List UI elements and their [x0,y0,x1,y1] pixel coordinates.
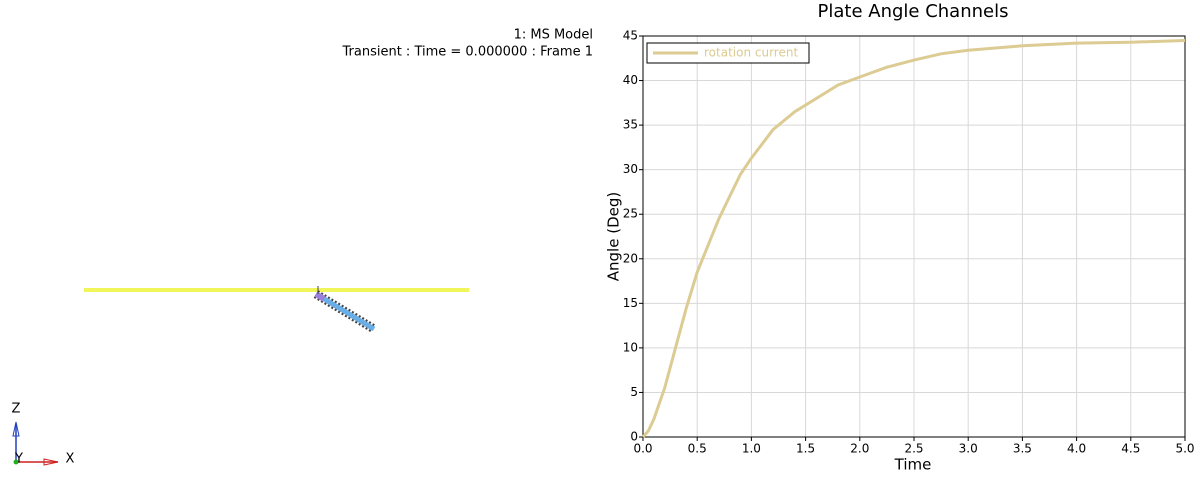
x-tick-label: 1.0 [742,442,761,456]
bolt [313,286,377,333]
chart: 0 5 10 15 20 25 30 35 40 45 0.0 0.5 1.0 1.5 2.0 2.5 3.0 3… [605,1,1195,474]
x-tick-label: 5.0 [1175,442,1194,456]
y-tick-label: 0 [630,430,638,444]
y-tick-label: 30 [623,162,638,176]
y-tick-label: 40 [623,73,638,87]
y-axis-label: Angle (Deg) [605,192,623,281]
triad-z: Z [12,402,21,417]
y-tick-label: 35 [623,118,638,132]
y-tick-label: 10 [623,340,638,354]
x-tick-label: 0.0 [633,442,652,456]
legend-box [646,42,810,64]
plot-frame [642,35,1186,438]
x-tick-label: 3.0 [959,442,978,456]
y-tick-label: 15 [623,296,638,310]
triad-x: X [66,452,75,467]
x-tick-label: 2.0 [850,442,869,456]
x-tick-label: 3.5 [1013,442,1032,456]
x-tick-label: 4.0 [1067,442,1086,456]
viewport: 1: MS Model Transient : Time = 0.000000 … [12,28,593,467]
x-tick-label: 4.5 [1121,442,1140,456]
triad-y: Y [14,452,23,467]
triad: Z Y X [12,402,75,467]
x-tick-label: 0.5 [688,442,707,456]
y-tick-label: 5 [630,385,638,399]
x-tick-label: 1.5 [796,442,815,456]
y-tick-label: 25 [623,207,638,221]
x-axis-label: Time [894,456,932,474]
legend-label: rotation current [704,46,798,60]
y-tick-label: 20 [623,251,638,265]
frame-label: Transient : Time = 0.000000 : Frame 1 [342,45,594,60]
model-label: 1: MS Model [514,28,593,43]
series-line [641,38,1186,438]
y-tick-label: 45 [623,29,638,43]
chart-title: Plate Angle Channels [818,1,1009,22]
x-tick-label: 2.5 [904,442,923,456]
